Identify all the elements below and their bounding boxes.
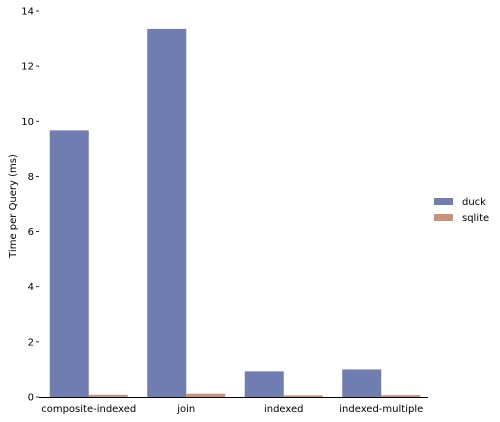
x-tick-label: join: [176, 404, 195, 415]
bar-duck-join: [147, 28, 187, 398]
x-tick-label: indexed-multiple: [339, 404, 423, 415]
y-tick-label: 10: [21, 117, 34, 128]
y-tick-label: 2: [28, 337, 34, 348]
bar-duck-indexed: [244, 371, 284, 397]
y-axis: 0 2 4 6 8 10 12 14: [21, 7, 39, 404]
x-tick-label: composite-indexed: [41, 404, 136, 415]
y-tick-label: 6: [28, 227, 34, 238]
legend-label-duck: duck: [462, 197, 486, 208]
y-tick-label: 0: [28, 393, 34, 404]
y-axis-title: Time per Query (ms): [8, 154, 19, 259]
legend-swatch-sqlite: [434, 214, 453, 221]
bar-sqlite-indexed-multiple: [381, 395, 421, 397]
bar-sqlite-composite-indexed: [88, 394, 128, 397]
legend-swatch-duck: [434, 198, 453, 205]
legend: duck sqlite: [434, 197, 489, 224]
y-tick-label: 14: [21, 7, 34, 18]
y-tick-label: 4: [28, 282, 34, 293]
x-tick-label: indexed: [264, 404, 304, 415]
y-tick-label: 12: [21, 62, 34, 73]
legend-label-sqlite: sqlite: [462, 213, 489, 224]
bar-sqlite-join: [186, 393, 226, 397]
x-axis: composite-indexed join indexed indexed-mult…: [39, 397, 428, 415]
bar-sqlite-indexed: [283, 395, 323, 397]
bars: [49, 28, 421, 398]
bar-duck-composite-indexed: [49, 130, 89, 398]
bar-duck-indexed-multiple: [342, 369, 382, 397]
y-tick-label: 8: [28, 172, 34, 183]
